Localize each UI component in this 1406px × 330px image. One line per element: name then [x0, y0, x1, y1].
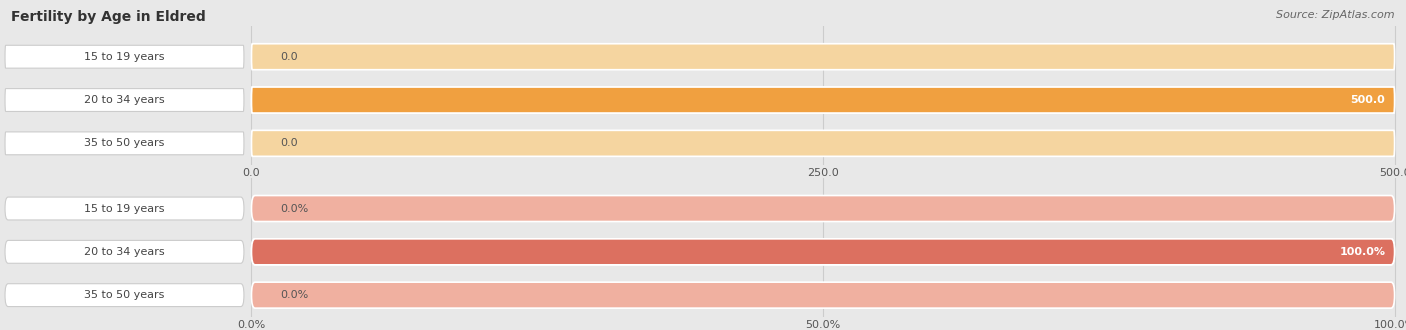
- FancyBboxPatch shape: [6, 88, 243, 112]
- Text: 20 to 34 years: 20 to 34 years: [84, 247, 165, 257]
- FancyBboxPatch shape: [252, 87, 1395, 113]
- FancyBboxPatch shape: [252, 87, 1395, 113]
- FancyBboxPatch shape: [252, 130, 1395, 156]
- FancyBboxPatch shape: [252, 239, 1395, 265]
- Text: Source: ZipAtlas.com: Source: ZipAtlas.com: [1277, 10, 1395, 20]
- FancyBboxPatch shape: [252, 195, 1395, 221]
- Text: 0.0: 0.0: [280, 138, 298, 148]
- FancyBboxPatch shape: [6, 284, 243, 307]
- Text: 100.0%: 100.0%: [1340, 247, 1385, 257]
- FancyBboxPatch shape: [252, 44, 1395, 70]
- Text: 35 to 50 years: 35 to 50 years: [84, 138, 165, 148]
- Text: 15 to 19 years: 15 to 19 years: [84, 52, 165, 62]
- Text: 0.0%: 0.0%: [280, 204, 308, 214]
- Text: Fertility by Age in Eldred: Fertility by Age in Eldred: [11, 10, 207, 24]
- Text: 0.0: 0.0: [280, 52, 298, 62]
- FancyBboxPatch shape: [252, 282, 1395, 308]
- FancyBboxPatch shape: [6, 45, 243, 68]
- FancyBboxPatch shape: [6, 132, 243, 155]
- Text: 35 to 50 years: 35 to 50 years: [84, 290, 165, 300]
- Text: 20 to 34 years: 20 to 34 years: [84, 95, 165, 105]
- FancyBboxPatch shape: [6, 197, 243, 220]
- Text: 15 to 19 years: 15 to 19 years: [84, 204, 165, 214]
- Text: 0.0%: 0.0%: [280, 290, 308, 300]
- Text: 500.0: 500.0: [1351, 95, 1385, 105]
- FancyBboxPatch shape: [252, 239, 1395, 265]
- FancyBboxPatch shape: [6, 240, 243, 263]
